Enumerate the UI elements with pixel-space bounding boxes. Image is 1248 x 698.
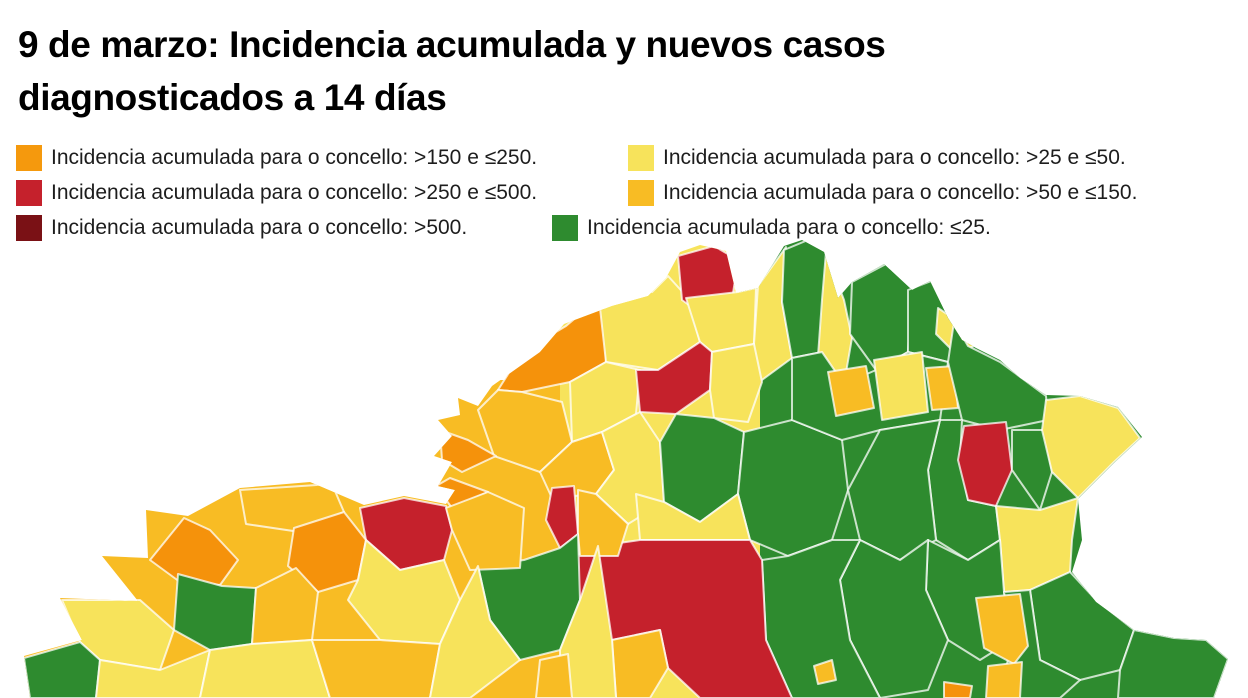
concello-region-47 [559, 545, 617, 698]
concello-region-57 [24, 641, 101, 698]
page-title-line2: diagnosticados a 14 días [18, 77, 447, 118]
concello-region-62 [535, 653, 573, 698]
legend-label-red: Incidencia acumulada para o concello: >2… [51, 181, 538, 204]
legend-label-darkred: Incidencia acumulada para o concello: >5… [51, 216, 468, 239]
legend-label-yellow: Incidencia acumulada para o concello: >2… [663, 146, 1126, 169]
concello-region-35 [975, 593, 1029, 665]
concello-region-15 [709, 343, 763, 423]
concello-region-61 [429, 565, 521, 698]
concello-region-37 [943, 681, 973, 698]
page-title-line1: 9 de marzo: Incidencia acumulada y nuevo… [18, 24, 886, 65]
concello-region-34 [1117, 629, 1228, 698]
legend-swatch-amber [628, 180, 654, 206]
legend-swatch-darkred [16, 215, 42, 241]
concello-region-24 [947, 321, 1049, 431]
legend-swatch-orange [16, 145, 42, 171]
concello-region-28 [1041, 395, 1141, 499]
concello-region-27 [1011, 429, 1053, 511]
legend-label-amber: Incidencia acumulada para o concello: >5… [663, 181, 1138, 204]
legend-item-yellow: Incidencia acumulada para o concello: >2… [628, 144, 1126, 172]
concello-region-52 [445, 491, 525, 571]
legend-item-orange: Incidencia acumulada para o concello: >1… [16, 144, 537, 172]
legend-item-red: Incidencia acumulada para o concello: >2… [16, 179, 537, 207]
concello-region-36 [985, 661, 1023, 698]
concello-region-19 [737, 419, 849, 557]
concello-region-23 [925, 365, 959, 411]
legend-swatch-green [552, 215, 578, 241]
concello-region-2 [439, 429, 497, 473]
legend-item-amber: Incidencia acumulada para o concello: >5… [628, 179, 1137, 207]
concello-region-60 [311, 639, 441, 698]
concello-region-55 [251, 567, 319, 645]
legend-swatch-yellow [628, 145, 654, 171]
page-title: 9 de marzo: Incidencia acumulada y nuevo… [18, 18, 1118, 124]
concello-region-22 [873, 351, 929, 421]
legend-label-green: Incidencia acumulada para o concello: ≤2… [587, 216, 991, 239]
concello-region-59 [199, 639, 331, 698]
concello-region-40 [813, 659, 837, 685]
concello-region-21 [827, 365, 875, 417]
legend-label-orange: Incidencia acumulada para o concello: >1… [51, 146, 538, 169]
legend-item-darkred: Incidencia acumulada para o concello: >5… [16, 214, 467, 242]
legend-item-green: Incidencia acumulada para o concello: ≤2… [552, 214, 991, 242]
map-land [24, 240, 1228, 698]
legend-swatch-red [16, 180, 42, 206]
concello-region-1 [477, 389, 573, 473]
